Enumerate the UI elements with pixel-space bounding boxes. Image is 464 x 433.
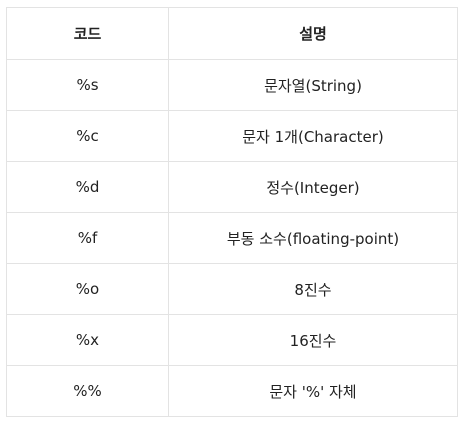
cell-code: %f xyxy=(6,212,169,264)
cell-description: 문자열(String) xyxy=(168,59,458,111)
cell-code: %s xyxy=(6,59,169,111)
cell-description: 16진수 xyxy=(168,314,458,366)
table-row: %% 문자 '%' 자체 xyxy=(6,365,458,417)
cell-description: 문자 '%' 자체 xyxy=(168,365,458,417)
clipped-text-above xyxy=(0,0,464,6)
cell-description: 문자 1개(Character) xyxy=(168,110,458,162)
cell-description: 부동 소수(floating-point) xyxy=(168,212,458,264)
cell-code: %% xyxy=(6,365,169,417)
table-row: %x 16진수 xyxy=(6,314,458,366)
table-row: %s 문자열(String) xyxy=(6,59,458,111)
table-row: %o 8진수 xyxy=(6,263,458,315)
table-row: %c 문자 1개(Character) xyxy=(6,110,458,162)
cell-description: 정수(Integer) xyxy=(168,161,458,213)
cell-description: 8진수 xyxy=(168,263,458,315)
table-row: %d 정수(Integer) xyxy=(6,161,458,213)
cell-code: %d xyxy=(6,161,169,213)
cell-code: %x xyxy=(6,314,169,366)
header-description: 설명 xyxy=(168,7,458,60)
table-row: %f 부동 소수(floating-point) xyxy=(6,212,458,264)
table-header-row: 코드 설명 xyxy=(6,7,458,60)
cell-code: %c xyxy=(6,110,169,162)
cell-code: %o xyxy=(6,263,169,315)
format-code-table: 코드 설명 %s 문자열(String) %c 문자 1개(Character)… xyxy=(6,7,458,417)
header-code: 코드 xyxy=(6,7,169,60)
